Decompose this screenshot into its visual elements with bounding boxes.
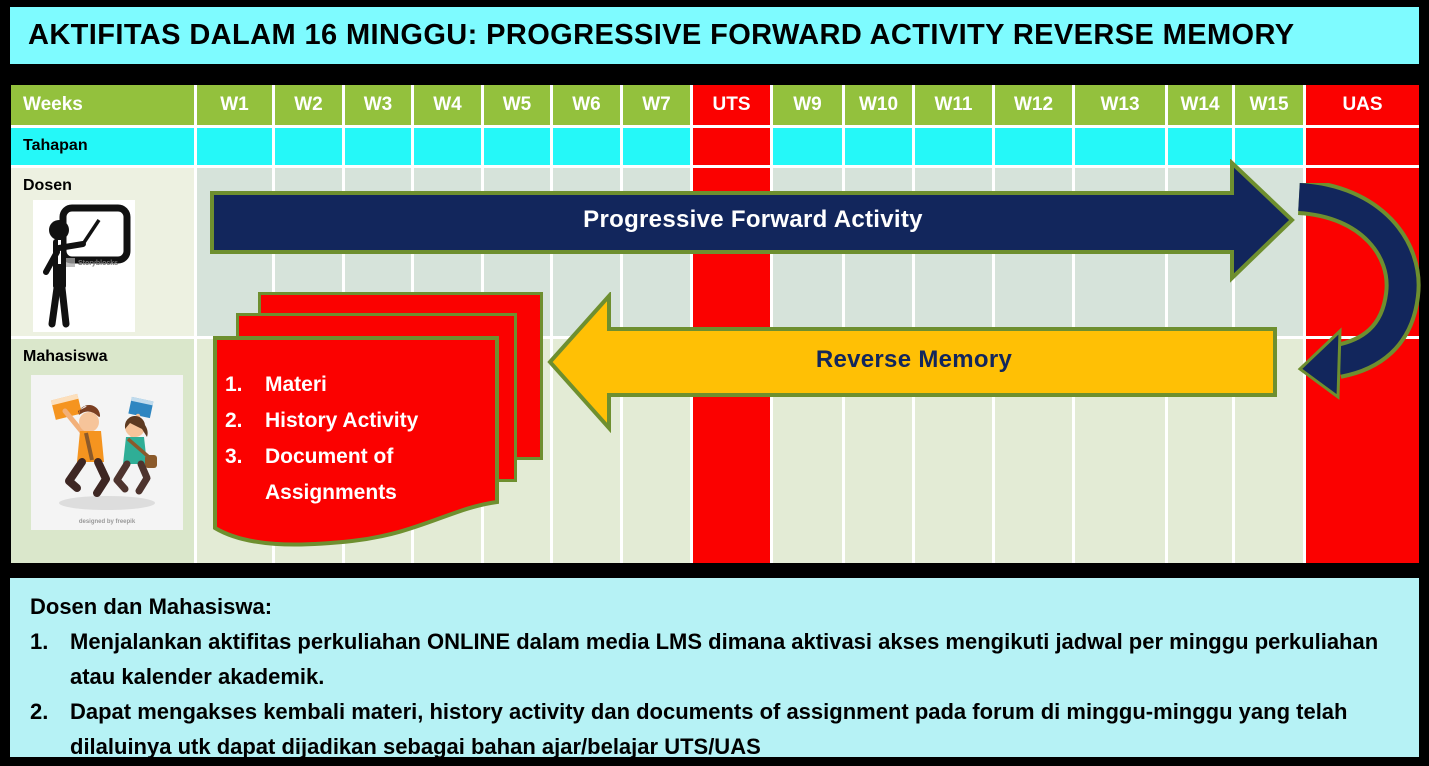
row-label-dosen: Dosen Storyblocks	[11, 168, 197, 339]
week-cell	[345, 128, 414, 168]
header-cell: W14	[1168, 85, 1235, 128]
week-cell	[484, 128, 553, 168]
students-jumping-image: designed by freepik	[31, 375, 183, 530]
header-cell: W12	[995, 85, 1075, 128]
progressive-forward-arrow	[210, 159, 1295, 283]
week-cell	[1306, 128, 1419, 168]
slide-title: AKTIFITAS DALAM 16 MINGGU: PROGRESSIVE F…	[10, 7, 1419, 64]
header-cell: W6	[553, 85, 623, 128]
card-item: 1. Materi	[225, 367, 491, 403]
card-item: 3. Document of Assignments	[225, 439, 491, 511]
header-cell: W2	[275, 85, 345, 128]
red-card-front	[213, 336, 499, 547]
teacher-whiteboard-image: Storyblocks	[33, 200, 135, 332]
table-header-row: Weeks W1 W2 W3 W4 W5 W6 W7 UTS W9 W10 W11 W12 W13 W14…	[11, 85, 1419, 128]
note-item-number: 1.	[30, 629, 49, 654]
week-cell	[915, 128, 995, 168]
card-item: 2. History Activity	[225, 403, 491, 439]
header-cell-weeks: Weeks	[11, 85, 197, 128]
note-item-text: Menjalankan aktifitas perkuliahan ONLINE…	[70, 629, 1379, 689]
week-cell	[1235, 128, 1306, 168]
week-cell	[773, 128, 845, 168]
dosen-label: Dosen	[23, 177, 72, 194]
header-cell: W15	[1235, 85, 1306, 128]
header-cell: W10	[845, 85, 915, 128]
header-cell: W13	[1075, 85, 1168, 128]
week-cell	[1168, 128, 1235, 168]
note-item-number: 2.	[30, 699, 49, 724]
header-cell: W1	[197, 85, 275, 128]
card-item-list: 1. Materi 2. History Activity 3. Documen…	[225, 367, 491, 511]
reverse-memory-arrow-label: Reverse Memory	[815, 346, 1013, 373]
week-cell	[845, 128, 915, 168]
note-item-text: Dapat mengakses kembali materi, history …	[70, 699, 1348, 759]
freepik-watermark: designed by freepik	[79, 519, 136, 525]
mahasiswa-label: Mahasiswa	[23, 348, 108, 365]
week-cell	[1075, 128, 1168, 168]
notes-panel: Dosen dan Mahasiswa: 1. Menjalankan akti…	[10, 578, 1419, 759]
header-cell: W4	[414, 85, 484, 128]
header-cell: W5	[484, 85, 553, 128]
header-cell: W7	[623, 85, 693, 128]
row-label-mahasiswa: Mahasiswa	[11, 339, 197, 563]
card-item-number: 1.	[225, 373, 243, 396]
week-cell	[995, 128, 1075, 168]
header-cell: UTS	[693, 85, 773, 128]
schedule-table: Weeks W1 W2 W3 W4 W5 W6 W7 UTS W9 W10 W11 W12 W13 W14…	[11, 85, 1421, 563]
storyblocks-watermark: Storyblocks	[78, 260, 118, 267]
card-item-number: 2.	[225, 409, 243, 432]
header-cell: W9	[773, 85, 845, 128]
card-item-number: 3.	[225, 445, 243, 468]
header-cell: W11	[915, 85, 995, 128]
row-label-tahapan: Tahapan	[11, 128, 197, 168]
reverse-memory-arrow	[547, 292, 1277, 433]
table-row-tahapan: Tahapan	[11, 128, 1419, 168]
week-cell	[414, 128, 484, 168]
card-item-text: Materi	[265, 373, 327, 396]
card-item-text: Document of Assignments	[265, 445, 397, 504]
progressive-forward-arrow-label: Progressive Forward Activity	[583, 206, 923, 233]
week-cell	[275, 128, 345, 168]
week-cell	[553, 128, 623, 168]
week-cell	[693, 128, 773, 168]
loopback-curved-arrow	[1297, 183, 1421, 400]
header-cell: UAS	[1306, 85, 1419, 128]
card-item-text: History Activity	[265, 409, 419, 432]
tahapan-label: Tahapan	[23, 137, 88, 154]
note-item: 1. Menjalankan aktifitas perkuliahan ONL…	[30, 624, 1395, 694]
note-item: 2. Dapat mengakses kembali materi, histo…	[30, 694, 1395, 764]
week-cell	[623, 128, 693, 168]
header-cell: W3	[345, 85, 414, 128]
notes-heading: Dosen dan Mahasiswa:	[30, 594, 273, 619]
week-cell	[197, 128, 275, 168]
